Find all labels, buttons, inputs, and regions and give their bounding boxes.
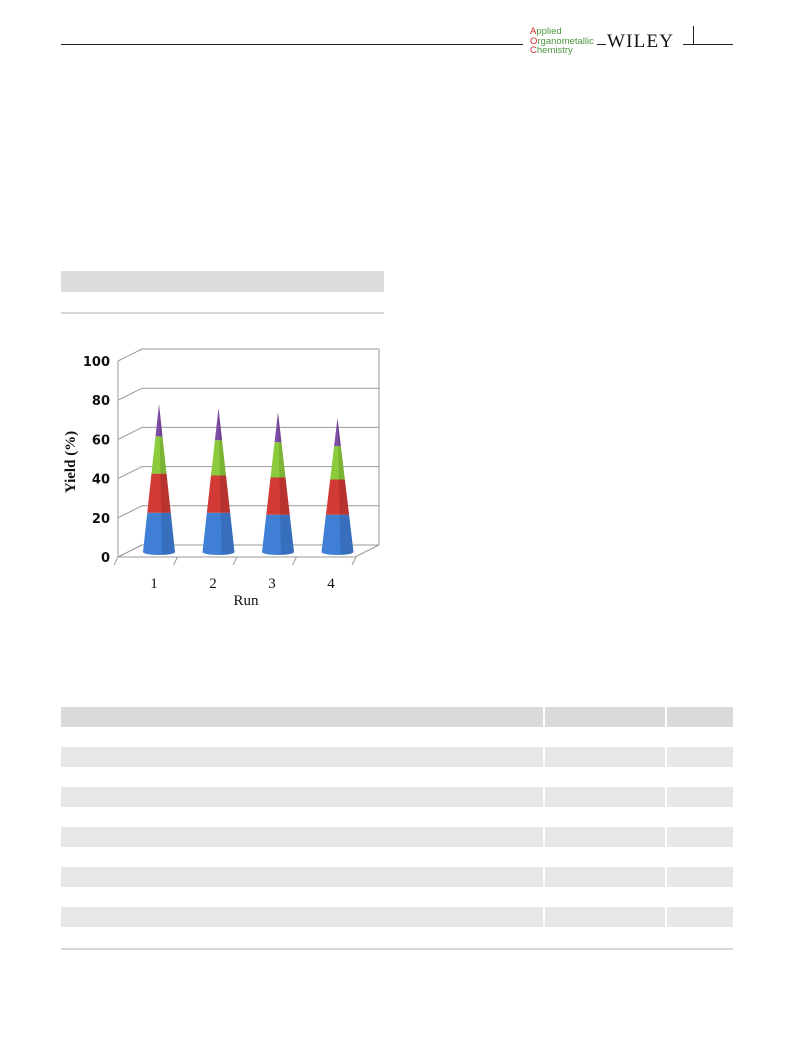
table-row (61, 847, 733, 867)
chart-floor (117, 544, 380, 558)
column-divider (665, 727, 667, 747)
cone-segment (274, 412, 282, 443)
gridline-depth (117, 387, 143, 401)
gridline-depth (117, 348, 143, 362)
column-divider (543, 867, 545, 887)
cone-shade (278, 411, 295, 555)
cone-segment (151, 436, 167, 474)
column-divider (543, 787, 545, 807)
table-row (61, 727, 733, 747)
x-tick (292, 556, 297, 566)
table-row (61, 907, 733, 927)
yield-chart: 0 20 40 60 80 100 1 2 3 4 Yield (%) Run (63, 348, 380, 609)
table-row (61, 927, 733, 947)
table-header-row (61, 707, 733, 727)
cone-segment (210, 440, 227, 476)
gridline-depth (117, 466, 143, 480)
column-divider (665, 907, 667, 927)
y-tick-label: 100 (83, 355, 110, 370)
cone-segment (266, 477, 290, 515)
cone-segment (202, 512, 235, 555)
column-divider (543, 927, 545, 947)
cone-segment (147, 473, 171, 513)
column-divider (543, 907, 545, 927)
cone-segment (325, 479, 350, 515)
column-divider (543, 747, 545, 767)
cone-segment (270, 442, 286, 478)
x-tick-label: 2 (209, 576, 217, 592)
column-divider (665, 807, 667, 827)
table-row (61, 787, 733, 807)
cone-segment (155, 405, 163, 437)
cone-segment (143, 512, 175, 555)
y-tick-label: 80 (92, 394, 110, 409)
table-row (61, 747, 733, 767)
x-tick-label: 1 (150, 576, 158, 592)
table-row (61, 887, 733, 907)
column-divider (665, 767, 667, 787)
column-divider (665, 747, 667, 767)
x-tick (113, 556, 119, 566)
column-divider (543, 767, 545, 787)
cone-shade (159, 404, 176, 555)
table-1-header (61, 271, 384, 292)
column-divider (543, 727, 545, 747)
y-tick-label: 60 (92, 433, 110, 448)
table-row (61, 807, 733, 827)
y-tick-label: 0 (101, 551, 110, 566)
column-divider (543, 707, 545, 727)
x-tick-label: 4 (327, 576, 335, 592)
cone-shade (337, 417, 354, 555)
table-2-rule (61, 948, 733, 950)
column-divider (543, 847, 545, 867)
cone-segment (330, 446, 345, 480)
gridline-depth (117, 426, 143, 440)
x-tick (232, 556, 238, 566)
page-marker (693, 26, 694, 44)
cone-segment (214, 408, 223, 441)
x-tick (173, 556, 178, 566)
column-divider (665, 707, 667, 727)
column-divider (665, 847, 667, 867)
column-divider (665, 867, 667, 887)
table-row (61, 867, 733, 887)
x-tick-label: 3 (268, 576, 276, 592)
cone-segment (262, 514, 294, 555)
column-divider (665, 887, 667, 907)
cone-segment (334, 418, 341, 447)
publisher-rule-left (597, 44, 606, 45)
gridline-depth (117, 505, 143, 519)
column-divider (665, 927, 667, 947)
journal-line3: hemistry (536, 45, 573, 56)
table-row (61, 767, 733, 787)
header-rule (61, 44, 523, 45)
journal-line1: pplied (536, 26, 562, 37)
y-axis-title: Yield (%) (63, 431, 79, 493)
publisher-rule-right (683, 44, 733, 45)
column-divider (543, 887, 545, 907)
table-row (61, 827, 733, 847)
column-divider (543, 807, 545, 827)
cone-shade (218, 407, 235, 555)
table-1-rule (61, 312, 384, 314)
column-divider (665, 787, 667, 807)
x-tick (351, 556, 357, 566)
y-tick-label: 40 (92, 473, 110, 488)
y-tick-label: 20 (92, 512, 110, 527)
column-divider (665, 827, 667, 847)
table-2 (61, 707, 733, 947)
column-divider (543, 827, 545, 847)
journal-line2: rganometallic (537, 35, 594, 47)
cone-segment (321, 514, 354, 555)
journal-logo: Applied Organometallic Chemistry (530, 26, 594, 56)
cone-segment (206, 475, 231, 513)
x-axis-title: Run (233, 593, 259, 609)
publisher-logo: WILEY (607, 31, 675, 52)
